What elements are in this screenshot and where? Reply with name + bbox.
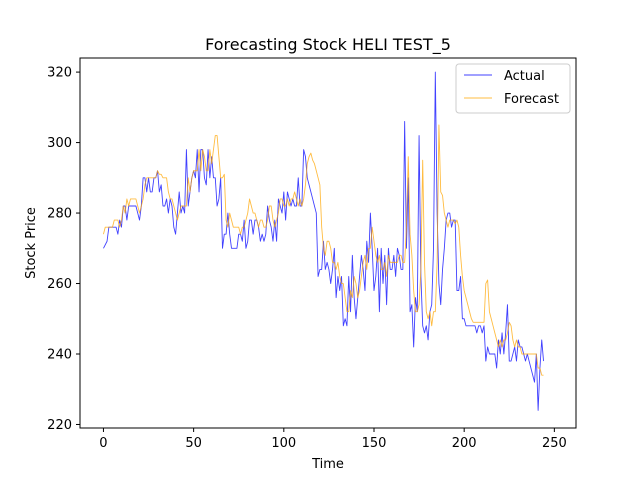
y-tick-label: 220 [47, 418, 72, 433]
x-tick-label: 250 [542, 436, 567, 451]
legend: Actual Forecast [455, 63, 571, 114]
x-tick-label: 100 [271, 436, 296, 451]
x-tick-label: 0 [99, 436, 107, 451]
legend-label-forecast: Forecast [504, 92, 559, 107]
y-axis-label: Stock Price [24, 207, 39, 279]
chart-title: Forecasting Stock HELI TEST_5 [205, 35, 451, 55]
x-tick-label: 150 [362, 436, 387, 451]
series-line-actual [103, 71, 544, 411]
y-tick-label: 320 [47, 66, 72, 81]
plot-series-group [103, 71, 544, 411]
axes-frame [79, 57, 577, 429]
x-axis-label: Time [311, 457, 344, 472]
y-tick-label: 280 [47, 207, 72, 222]
series-line-forecast [103, 124, 544, 376]
legend-box [455, 63, 571, 114]
y-tick-label: 240 [47, 348, 72, 363]
x-axis: 0 50 100 150 200 250 [99, 428, 567, 451]
x-tick-label: 200 [452, 436, 477, 451]
y-tick-label: 260 [47, 277, 72, 292]
x-tick-label: 50 [185, 436, 202, 451]
y-axis: 220 240 260 280 300 320 [47, 66, 80, 433]
legend-label-actual: Actual [504, 69, 545, 84]
y-tick-label: 300 [47, 136, 72, 151]
